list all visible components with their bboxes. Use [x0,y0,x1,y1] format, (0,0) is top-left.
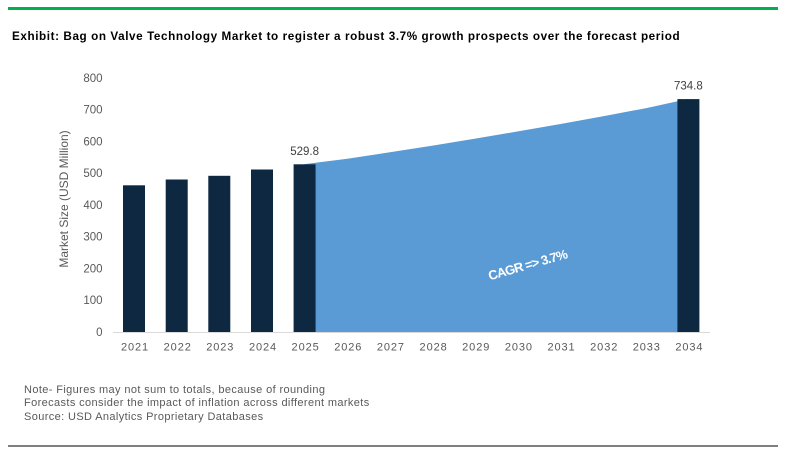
svg-text:600: 600 [83,136,102,148]
svg-text:2032: 2032 [590,341,618,353]
svg-text:2021: 2021 [121,341,149,353]
svg-text:100: 100 [83,295,102,307]
svg-text:800: 800 [83,73,102,85]
svg-text:200: 200 [83,263,102,275]
svg-text:2029: 2029 [462,341,490,353]
svg-text:2022: 2022 [164,341,192,353]
svg-text:Market Size (USD Million): Market Size (USD Million) [57,130,71,267]
svg-text:2030: 2030 [505,341,533,353]
svg-text:300: 300 [83,232,102,244]
svg-text:529.8: 529.8 [290,146,319,158]
svg-text:2033: 2033 [633,341,661,353]
svg-text:400: 400 [83,200,102,212]
svg-text:2027: 2027 [377,341,405,353]
svg-text:2026: 2026 [334,341,362,353]
svg-text:2025: 2025 [292,341,320,353]
svg-text:700: 700 [83,105,102,117]
svg-text:2024: 2024 [249,341,277,353]
svg-text:2023: 2023 [206,341,234,353]
svg-text:2034: 2034 [675,341,703,353]
svg-text:2031: 2031 [547,341,575,353]
svg-text:500: 500 [83,168,102,180]
svg-text:734.8: 734.8 [674,81,703,93]
svg-text:0: 0 [96,327,102,339]
svg-text:2028: 2028 [420,341,448,353]
